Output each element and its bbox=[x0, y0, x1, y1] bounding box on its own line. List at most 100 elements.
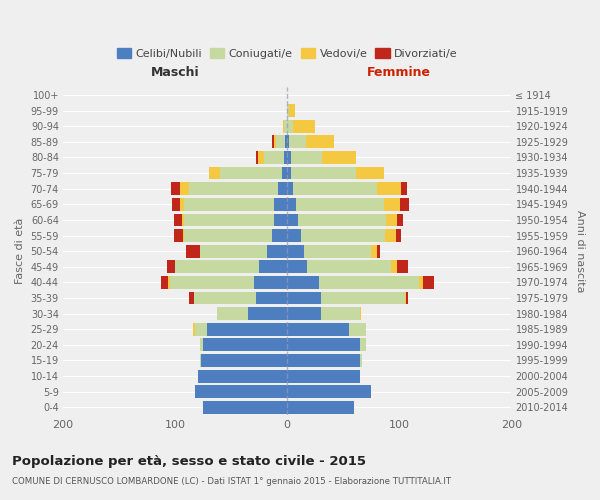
Bar bbox=[248, 307, 287, 320]
Bar bbox=[254, 276, 287, 289]
Bar bbox=[293, 182, 377, 195]
Bar bbox=[259, 260, 287, 273]
Bar bbox=[276, 136, 285, 148]
Bar bbox=[385, 229, 396, 242]
Bar bbox=[360, 338, 365, 351]
Bar bbox=[360, 354, 362, 367]
Bar bbox=[220, 166, 281, 179]
Bar bbox=[267, 245, 287, 258]
Bar bbox=[383, 198, 400, 210]
Bar bbox=[321, 292, 405, 304]
Bar bbox=[169, 276, 170, 289]
Bar bbox=[272, 229, 287, 242]
Bar bbox=[287, 276, 319, 289]
Bar bbox=[322, 151, 356, 164]
Bar bbox=[287, 354, 360, 367]
Bar bbox=[200, 245, 267, 258]
Bar bbox=[183, 229, 184, 242]
Bar bbox=[258, 151, 263, 164]
Bar bbox=[256, 151, 258, 164]
Bar bbox=[301, 229, 385, 242]
Bar bbox=[397, 214, 403, 226]
Bar bbox=[188, 182, 278, 195]
Bar bbox=[201, 354, 287, 367]
Bar bbox=[170, 276, 254, 289]
Bar bbox=[179, 198, 184, 210]
Bar bbox=[200, 338, 203, 351]
Bar bbox=[401, 182, 407, 195]
Bar bbox=[197, 370, 287, 382]
Text: Femmine: Femmine bbox=[367, 66, 431, 78]
Bar bbox=[296, 198, 383, 210]
Bar bbox=[283, 120, 284, 132]
Bar bbox=[287, 120, 293, 132]
Bar bbox=[274, 198, 287, 210]
Bar bbox=[274, 214, 287, 226]
Bar bbox=[287, 307, 321, 320]
Bar bbox=[287, 229, 301, 242]
Bar bbox=[203, 338, 287, 351]
Bar bbox=[179, 182, 188, 195]
Legend: Celibi/Nubili, Coniugati/e, Vedovi/e, Divorziati/e: Celibi/Nubili, Coniugati/e, Vedovi/e, Di… bbox=[112, 44, 462, 63]
Bar bbox=[206, 323, 287, 336]
Bar bbox=[290, 166, 356, 179]
Bar bbox=[284, 151, 287, 164]
Bar bbox=[172, 198, 179, 210]
Bar bbox=[419, 276, 423, 289]
Bar bbox=[285, 136, 287, 148]
Bar bbox=[423, 276, 434, 289]
Bar bbox=[274, 136, 276, 148]
Bar bbox=[287, 245, 304, 258]
Bar bbox=[405, 292, 406, 304]
Bar bbox=[174, 214, 182, 226]
Bar bbox=[287, 136, 289, 148]
Bar bbox=[174, 229, 183, 242]
Bar bbox=[287, 104, 289, 117]
Bar bbox=[281, 166, 287, 179]
Text: Popolazione per età, sesso e stato civile - 2015: Popolazione per età, sesso e stato civil… bbox=[12, 455, 366, 468]
Bar bbox=[196, 386, 287, 398]
Bar bbox=[287, 401, 355, 413]
Bar bbox=[184, 229, 272, 242]
Bar bbox=[304, 245, 371, 258]
Bar bbox=[287, 182, 293, 195]
Bar bbox=[209, 166, 220, 179]
Bar bbox=[161, 276, 169, 289]
Bar bbox=[287, 338, 360, 351]
Bar bbox=[377, 245, 380, 258]
Bar bbox=[287, 166, 290, 179]
Bar bbox=[256, 292, 287, 304]
Bar bbox=[356, 166, 383, 179]
Y-axis label: Fasce di età: Fasce di età bbox=[15, 218, 25, 284]
Bar bbox=[194, 292, 256, 304]
Bar bbox=[360, 307, 361, 320]
Bar bbox=[287, 292, 321, 304]
Bar bbox=[289, 136, 306, 148]
Bar bbox=[319, 276, 419, 289]
Bar bbox=[377, 182, 401, 195]
Bar bbox=[306, 136, 334, 148]
Bar bbox=[386, 214, 397, 226]
Bar bbox=[217, 307, 248, 320]
Bar bbox=[400, 198, 409, 210]
Bar bbox=[184, 214, 274, 226]
Bar bbox=[193, 323, 196, 336]
Bar bbox=[321, 307, 360, 320]
Bar bbox=[396, 229, 401, 242]
Bar bbox=[406, 292, 408, 304]
Bar bbox=[175, 260, 259, 273]
Text: COMUNE DI CERNUSCO LOMBARDONE (LC) - Dati ISTAT 1° gennaio 2015 - Elaborazione T: COMUNE DI CERNUSCO LOMBARDONE (LC) - Dat… bbox=[12, 478, 451, 486]
Text: Maschi: Maschi bbox=[151, 66, 199, 78]
Bar bbox=[182, 214, 184, 226]
Bar bbox=[170, 182, 179, 195]
Bar bbox=[307, 260, 391, 273]
Bar bbox=[287, 323, 349, 336]
Bar bbox=[391, 260, 397, 273]
Bar bbox=[263, 151, 284, 164]
Bar bbox=[290, 151, 322, 164]
Bar bbox=[287, 214, 298, 226]
Bar bbox=[287, 386, 371, 398]
Y-axis label: Anni di nascita: Anni di nascita bbox=[575, 210, 585, 292]
Bar bbox=[287, 260, 307, 273]
Bar bbox=[272, 136, 274, 148]
